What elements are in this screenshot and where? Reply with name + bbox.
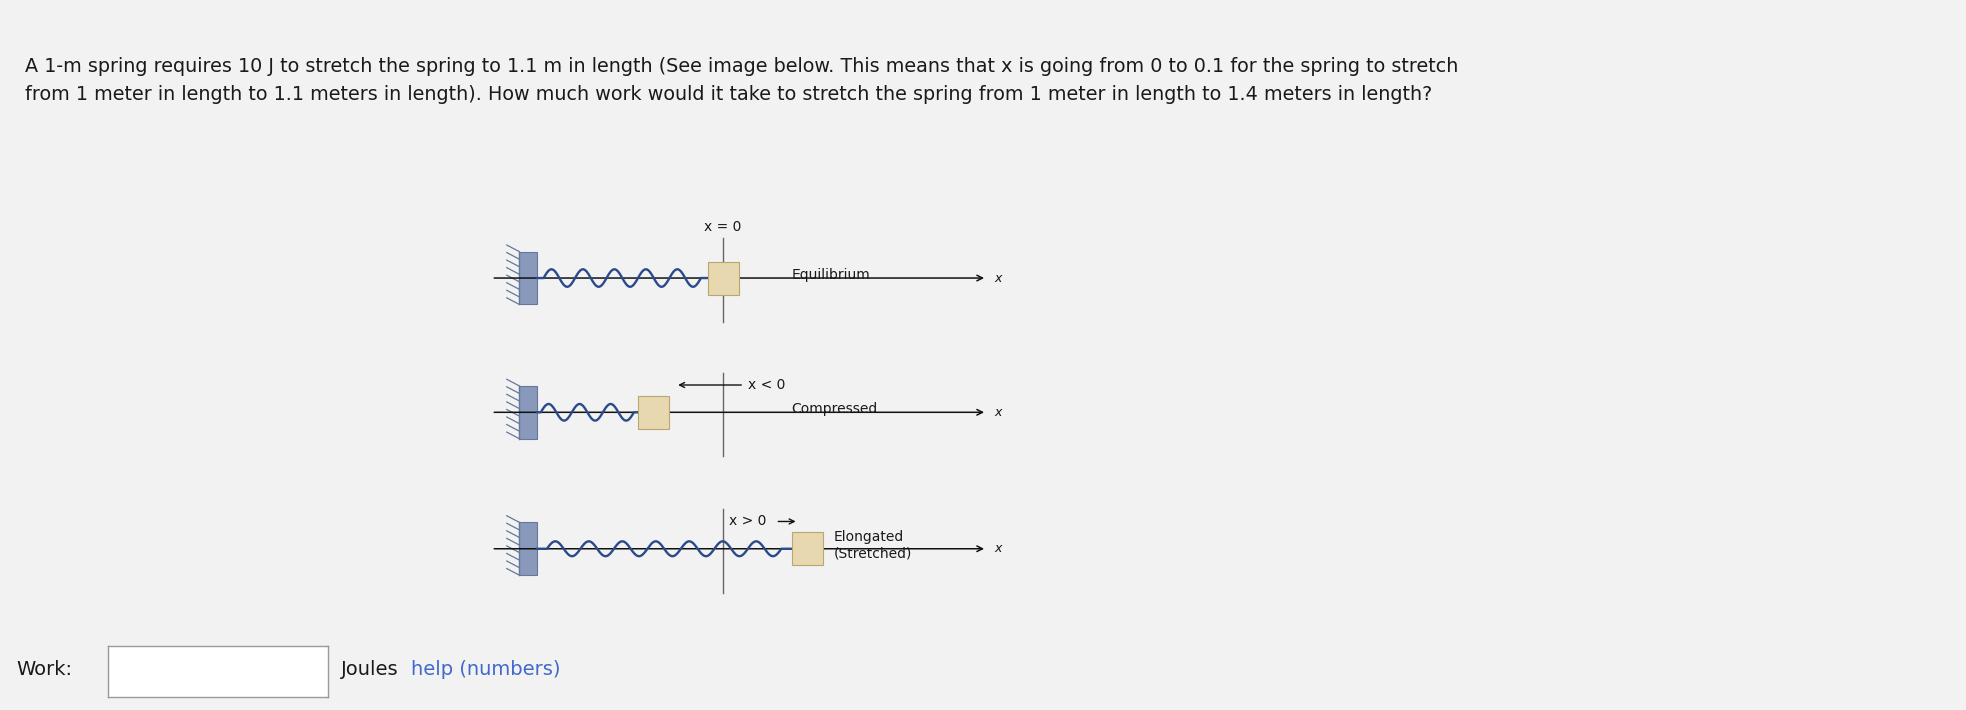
Bar [519, 386, 537, 439]
Text: x < 0: x < 0 [747, 378, 784, 392]
Text: Compressed: Compressed [792, 402, 877, 416]
Text: A 1-m spring requires 10 J to stretch the spring to 1.1 m in length (See image b: A 1-m spring requires 10 J to stretch th… [26, 57, 1459, 104]
Text: help (numbers): help (numbers) [411, 660, 560, 679]
Text: Equilibrium: Equilibrium [792, 268, 871, 281]
Bar [519, 251, 537, 305]
Text: x > 0: x > 0 [729, 515, 767, 528]
Bar [708, 261, 739, 295]
Text: x: x [995, 542, 1001, 555]
Bar [637, 395, 668, 429]
Text: x: x [995, 406, 1001, 419]
Text: x = 0: x = 0 [704, 220, 741, 234]
Text: Joules: Joules [340, 660, 411, 679]
Text: Elongated
(Stretched): Elongated (Stretched) [834, 530, 912, 561]
Text: x: x [995, 271, 1001, 285]
Bar [792, 532, 824, 565]
Text: Work:: Work: [16, 660, 73, 679]
Bar [519, 523, 537, 575]
